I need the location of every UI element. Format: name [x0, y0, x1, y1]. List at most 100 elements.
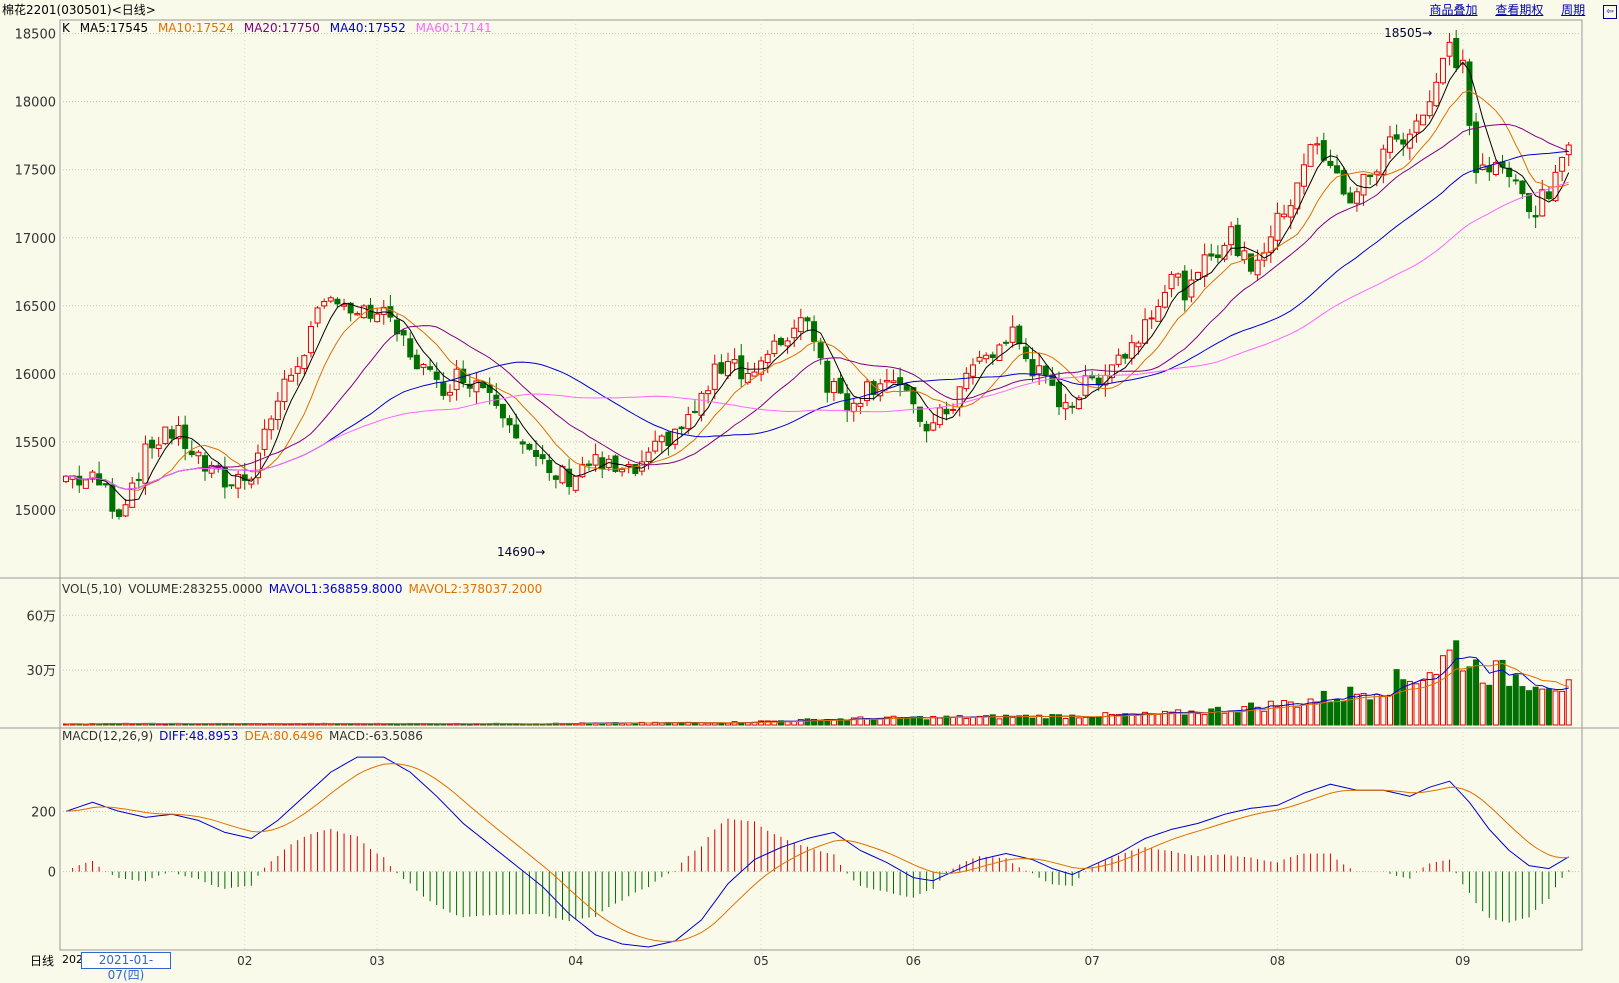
- candle-body: [1016, 325, 1023, 345]
- candle-body: [1545, 191, 1552, 200]
- volume-bar: [1009, 716, 1016, 726]
- macd-legend: MACD(12,26,9) DIFF:48.8953 DEA:80.6496 MACD…: [62, 729, 429, 743]
- candle-body: [1115, 354, 1122, 365]
- candle-body: [1387, 136, 1393, 153]
- volume-bar: [1075, 717, 1082, 726]
- volume-bar: [943, 715, 950, 726]
- volume-bar: [1115, 714, 1122, 726]
- candle-body: [1188, 279, 1195, 298]
- candle-body: [585, 463, 592, 466]
- volume-bar: [1300, 704, 1307, 726]
- volume-bar: [1360, 692, 1367, 726]
- period-link[interactable]: 周期: [1561, 3, 1586, 17]
- candle-body: [228, 484, 235, 487]
- volume-bar: [1512, 674, 1519, 726]
- candle-body: [1565, 144, 1572, 156]
- volume-bar: [1022, 714, 1029, 726]
- candle-body: [916, 406, 923, 422]
- candle-body: [374, 313, 381, 323]
- volume-bar: [1122, 713, 1129, 726]
- candle-body: [1287, 205, 1294, 218]
- candle-body: [1161, 291, 1168, 308]
- candle-body: [539, 454, 546, 460]
- candle-body: [347, 302, 354, 314]
- candle-body: [1056, 381, 1062, 408]
- period-axis-label: 日线: [30, 954, 55, 968]
- top-links: 商品叠加 查看期权 周期 ⇦: [1429, 1, 1619, 19]
- candle-body: [1267, 236, 1274, 254]
- volume-bar: [1049, 714, 1056, 726]
- candle-body: [480, 382, 487, 389]
- candle-body: [506, 418, 513, 426]
- chart-header: 棉花2201(030501)<日线>: [2, 1, 156, 18]
- volume-bar: [1168, 711, 1175, 726]
- candle-body: [466, 383, 473, 389]
- candle-body: [1486, 165, 1493, 173]
- selected-date[interactable]: 2021-01-07(四): [81, 952, 171, 982]
- volume-bar: [764, 720, 771, 726]
- dea-value: DEA:80.6496: [244, 729, 323, 743]
- volume-legend: VOL(5,10) VOLUME:283255.0000 MAVOL1:368859…: [62, 582, 548, 596]
- candle-body: [202, 455, 209, 472]
- volume-bar: [1539, 688, 1546, 726]
- volume-bar: [1228, 710, 1235, 726]
- candle-body: [1168, 273, 1175, 290]
- candle-body: [1360, 173, 1367, 196]
- ma60-line: [65, 181, 1569, 490]
- candle-body: [672, 428, 679, 445]
- volume-bar: [1095, 716, 1102, 726]
- candle-body: [665, 431, 672, 446]
- volume-bar: [1261, 710, 1268, 726]
- candle-body: [718, 362, 725, 374]
- candle-body: [1347, 192, 1354, 204]
- candle-body: [387, 306, 394, 318]
- kline-legend: K MA5:17545 MA10:17524 MA20:17750 MA40:1…: [62, 21, 498, 35]
- candle-body: [572, 475, 579, 491]
- vol-label: VOL(5,10): [62, 582, 123, 596]
- candle-body: [731, 359, 738, 364]
- candle-body: [301, 355, 308, 370]
- price-tick-label: 18500: [15, 28, 56, 43]
- volume-bar: [1400, 679, 1407, 726]
- ma40-label: MA40:17552: [329, 21, 406, 35]
- volume-bar: [923, 719, 930, 726]
- candle-body: [281, 378, 288, 403]
- candle-body: [129, 482, 136, 508]
- candle-body: [400, 330, 407, 336]
- candle-body: [1367, 174, 1374, 178]
- month-label: 09: [1455, 954, 1470, 968]
- candle-body: [109, 484, 116, 512]
- volume-bar: [903, 717, 910, 726]
- candle-body: [1446, 41, 1453, 57]
- volume-bar: [1373, 693, 1380, 726]
- candle-body: [698, 392, 705, 416]
- candle-body: [824, 360, 831, 393]
- candle-body: [307, 325, 314, 354]
- overlay-commodity-link[interactable]: 商品叠加: [1429, 3, 1478, 17]
- candle-body: [1241, 250, 1248, 261]
- view-options-link[interactable]: 查看期权: [1495, 3, 1544, 17]
- period-label: <日线>: [111, 3, 156, 17]
- candle-body: [652, 440, 659, 452]
- candle-body: [533, 450, 540, 457]
- volume-bar: [1247, 702, 1254, 726]
- diff-value: DIFF:48.8953: [159, 729, 239, 743]
- ma5-label: MA5:17545: [79, 21, 149, 35]
- back-icon[interactable]: ⇦: [1603, 5, 1617, 19]
- candle-body: [930, 422, 937, 431]
- candle-body: [996, 344, 1003, 362]
- volume-bar: [996, 718, 1003, 726]
- volume-bar: [1042, 718, 1049, 726]
- candle-body: [135, 478, 142, 481]
- candle-body: [791, 327, 798, 339]
- candle-body: [261, 428, 268, 450]
- candle-body: [592, 454, 599, 466]
- candle-body: [499, 403, 506, 419]
- volume-tick-label: 60万: [26, 609, 56, 624]
- candle-body: [579, 463, 586, 478]
- candle-body: [1042, 365, 1049, 376]
- volume-bar: [1565, 679, 1572, 726]
- volume-bar: [1082, 716, 1089, 726]
- price-tick-label: 18000: [15, 96, 56, 111]
- candle-body: [1512, 179, 1519, 182]
